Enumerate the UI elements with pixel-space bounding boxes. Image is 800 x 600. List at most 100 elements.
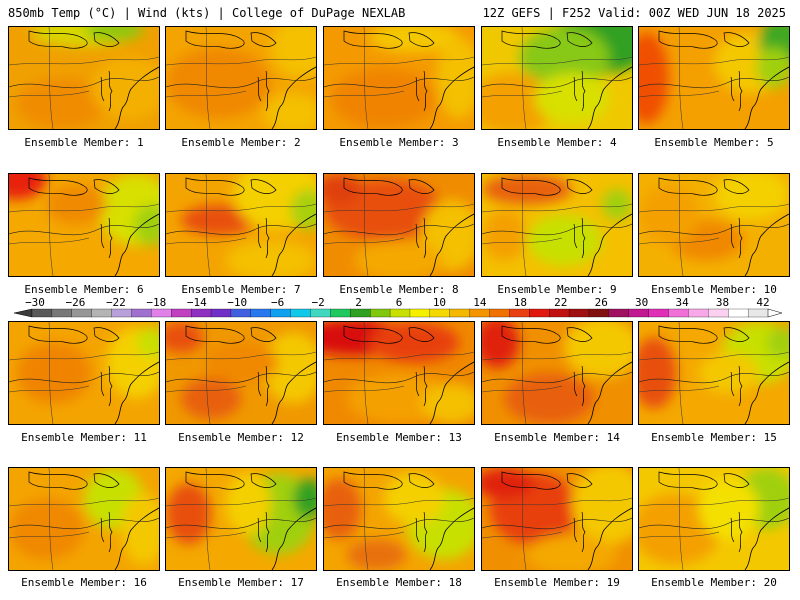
coastline [658,177,718,196]
state-border [521,27,527,129]
ensemble-member-map [8,26,160,130]
temperature-field [482,322,632,424]
state-border [205,27,211,129]
ensemble-member-label: Ensemble Member: 19 [494,576,620,589]
state-border [678,27,684,129]
temperature-field [324,468,474,570]
coastline [744,361,789,424]
ensemble-member-label: Ensemble Member: 12 [178,431,304,444]
height-contour [166,517,316,530]
ensemble-member-map [323,467,475,571]
coastline [271,66,316,129]
coastline [573,517,578,543]
state-border [9,203,159,213]
ensemble-member-map [8,467,160,571]
coastline [581,511,586,553]
temperature-region [46,184,107,225]
coastline [257,223,262,249]
coastline [93,32,120,47]
state-border [639,203,789,213]
coastline [573,371,578,397]
temperature-region [9,174,47,200]
colorbar-swatch [131,308,152,318]
colorbar-swatch [310,308,331,318]
temperature-region [166,483,211,545]
state-border [639,351,789,361]
colorbar-tick-label: 26 [595,296,608,309]
colorbar-tick-label: −14 [187,296,207,309]
ensemble-member-label: Ensemble Member: 4 [497,136,617,149]
temperature-region [181,378,241,419]
colorbar-tick-label: −30 [25,296,45,309]
temperature-field [482,468,632,570]
coastline [723,327,750,342]
ensemble-member-label: Ensemble Member: 20 [651,576,777,589]
temperature-field [639,174,789,276]
state-border [324,203,474,213]
ensemble-member-label: Ensemble Member: 11 [21,431,147,444]
colorbar-swatch [111,308,132,318]
temperature-region [756,47,789,89]
temperature-field [639,322,789,424]
state-border [166,56,316,66]
temperature-region [482,174,572,205]
state-border [166,351,316,361]
state-border [482,237,563,245]
state-border [205,468,211,570]
ensemble-member-label: Ensemble Member: 14 [494,431,620,444]
coastline [744,66,789,129]
state-border [678,174,684,276]
coastline [114,213,159,276]
coastline [343,30,403,49]
temperature-region [354,240,444,276]
state-border [639,497,789,507]
colorbar-swatch [469,308,490,318]
colorbar-tick-label: −18 [146,296,166,309]
height-contour [9,223,159,236]
coastline [501,30,561,49]
coastline [566,327,593,342]
temperature-region [766,327,789,358]
coastline [114,66,159,129]
coastline [93,179,120,194]
temperature-field [324,174,474,276]
ensemble-member-map [165,467,317,571]
height-contour [324,76,474,89]
ensemble-member-map [8,321,160,425]
temperature-field [166,468,316,570]
coastline [738,217,743,259]
coastline [423,511,428,553]
state-border [48,27,54,129]
colorbar-tick-label: 10 [433,296,446,309]
coastline [250,179,277,194]
coastline [108,365,113,407]
colorbar-swatch [449,308,471,318]
colorbar-swatch [747,308,769,318]
ensemble-member-map [323,26,475,130]
temperature-region [482,468,535,499]
coastline [100,517,105,543]
ensemble-member-label: Ensemble Member: 9 [497,283,617,296]
temperature-region [436,37,474,119]
temperature-region [121,493,159,565]
ensemble-member-label: Ensemble Member: 1 [24,136,144,149]
temperature-region [16,78,107,129]
colorbar-swatch [370,308,391,318]
temperature-region [181,204,256,236]
temperature-field [166,322,316,424]
ensemble-member-label: Ensemble Member: 2 [181,136,301,149]
temperature-region [331,67,437,129]
ensemble-member-label: Ensemble Member: 8 [339,283,459,296]
ensemble-member-label: Ensemble Member: 13 [336,431,462,444]
state-border [521,174,527,276]
ensemble-member-map [165,321,317,425]
coastline [408,179,435,194]
state-border [324,90,405,98]
colorbar-tick-label: 42 [756,296,769,309]
ensemble-member-map [638,173,790,277]
state-border [9,531,90,539]
coastline [408,327,435,342]
coastline [257,76,262,102]
temperature-colorbar: −30 −26 −22 −18 −14 −10 −6 −2 2 6 10 14 18 22 26 30 34 38… [13,296,783,318]
height-contour [9,76,159,89]
